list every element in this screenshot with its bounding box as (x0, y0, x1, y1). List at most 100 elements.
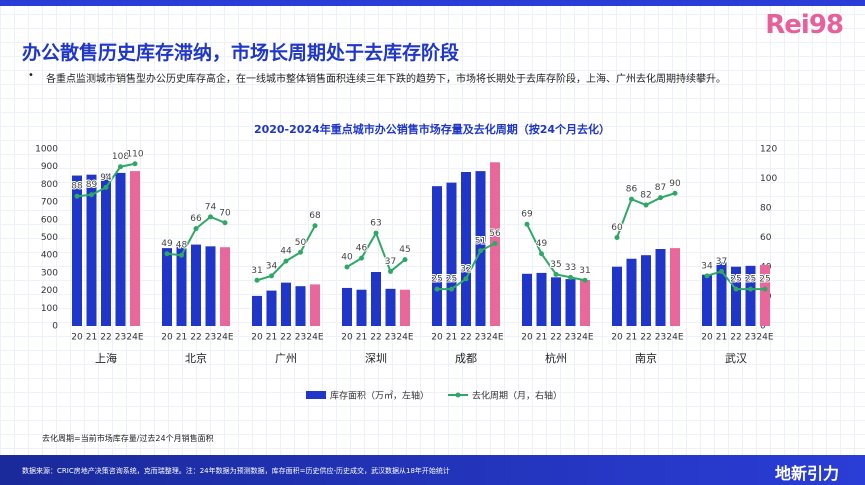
bar (760, 264, 770, 326)
line-point (312, 223, 318, 229)
x-tick-label: 20 (341, 333, 353, 343)
line-point (373, 230, 379, 236)
x-tick-label: 22 (730, 333, 741, 343)
y-tick-label: 800 (41, 180, 58, 190)
line-point (434, 286, 440, 292)
group-label: 南京 (635, 351, 657, 365)
y-tick-label: 500 (41, 233, 58, 243)
x-tick-label: 23 (385, 333, 396, 343)
bar (702, 274, 712, 326)
bar (191, 244, 201, 326)
data-label: 44 (280, 247, 292, 257)
x-tick-label: 21 (266, 333, 277, 343)
x-tick-label: 24E (756, 333, 773, 343)
data-label: 50 (295, 238, 307, 248)
data-label: 90 (669, 179, 681, 189)
line-point (614, 235, 620, 240)
line-point (478, 248, 483, 254)
group-label: 上海 (95, 351, 117, 365)
y-tick-label: 700 (41, 198, 58, 208)
note: 去化周期=当前市场库存量/过去24个月销售面积 (42, 434, 214, 443)
x-tick-label: 22 (640, 333, 651, 343)
line-point (733, 286, 739, 292)
x-tick-label: 21 (176, 333, 187, 343)
data-label: 60 (611, 223, 623, 233)
y-tick-label: 100 (41, 304, 58, 314)
line-point (658, 195, 663, 201)
bar (565, 279, 576, 326)
data-label: 110 (126, 149, 143, 159)
data-label: 37 (716, 257, 727, 267)
data-label: 108 (112, 152, 129, 162)
bar (252, 295, 262, 326)
line-point (553, 271, 559, 277)
x-tick-label: 20 (701, 333, 713, 343)
line-point (672, 190, 678, 196)
x-tick-label: 21 (626, 333, 637, 343)
x-tick-label: 20 (431, 333, 443, 343)
y-tick-label: 600 (41, 215, 58, 225)
data-label: 56 (489, 229, 501, 239)
bar (295, 286, 306, 326)
line-point (524, 221, 530, 227)
line-point (344, 264, 350, 270)
y-tick-label: 400 (41, 251, 58, 261)
bar (731, 266, 741, 326)
chart-title: 2020-2024年重点城市办公销售市场存量及去化周期（按24个月去化） (254, 122, 610, 136)
legend-label: 库存面积（万㎡，左轴） (330, 390, 429, 402)
x-tick-label: 24E (486, 333, 503, 343)
bullet: 各重点监测城市销售型办公历史库存高企，在一线城市整体销售面积连续三年下跌的趋势下… (28, 70, 850, 85)
bar (446, 182, 457, 326)
data-label: 51 (475, 236, 486, 246)
x-tick-label: 20 (251, 333, 263, 343)
bar (551, 277, 561, 326)
data-label: 88 (71, 182, 83, 192)
bar (72, 175, 82, 326)
bar (745, 265, 756, 326)
bar (162, 248, 172, 326)
line-point (103, 184, 109, 190)
data-label: 25 (759, 275, 770, 285)
data-label: 37 (385, 257, 396, 267)
line-point (629, 196, 634, 202)
chart: 2020-2024年重点城市办公销售市场存量及去化周期（按24个月去化） 0 10… (35, 122, 777, 402)
bar (655, 249, 666, 326)
top-stripe (0, 0, 865, 6)
data-label: 82 (640, 191, 651, 201)
footer-bar (0, 455, 865, 485)
x-tick-label: 21 (446, 333, 457, 343)
bar (536, 272, 547, 326)
brand: 地新引力 (774, 464, 839, 483)
bar (580, 279, 590, 326)
x-tick-label: 24E (666, 333, 683, 343)
y2-tick-label: 0 (760, 322, 766, 332)
x-tick-label: 22 (550, 333, 561, 343)
bar (266, 290, 277, 326)
y2-tick-label: 80 (760, 204, 772, 214)
line-point (269, 273, 274, 279)
y-tick-label: 300 (41, 268, 58, 278)
data-label: 48 (176, 241, 188, 251)
x-tick-label: 21 (716, 333, 727, 343)
line-point (179, 252, 184, 258)
bar (342, 287, 352, 326)
x-tick-label: 24E (126, 333, 143, 343)
bar (461, 172, 471, 326)
bar (130, 171, 140, 326)
bar (220, 247, 230, 326)
x-tick-label: 21 (86, 333, 97, 343)
bar (115, 172, 126, 326)
page-title: 办公散售历史库存滞纳，市场长周期处于去库存阶段 (22, 42, 460, 64)
group-label: 北京 (185, 351, 207, 365)
bar (310, 284, 320, 326)
data-label: 25 (730, 275, 741, 285)
x-tick-label: 24E (576, 333, 593, 343)
x-tick-label: 24E (216, 333, 233, 343)
y-tick-label: 200 (41, 286, 58, 296)
x-tick-label: 22 (190, 333, 201, 343)
line-point (89, 192, 94, 198)
data-label: 69 (521, 210, 533, 220)
data-label: 66 (190, 214, 202, 224)
data-label: 34 (701, 261, 713, 271)
